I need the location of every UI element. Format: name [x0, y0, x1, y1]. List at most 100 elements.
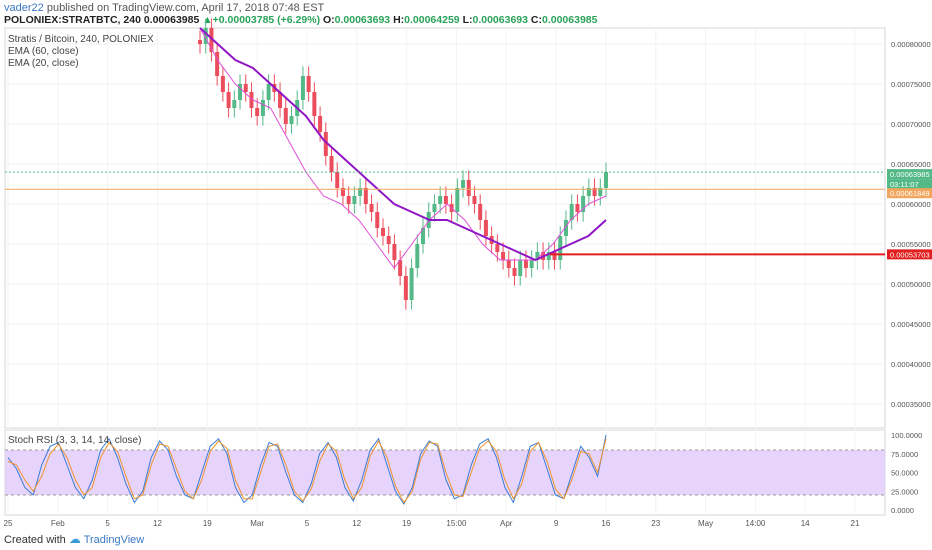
candle-body: [598, 188, 603, 196]
author-link[interactable]: vader22: [4, 2, 44, 14]
legend-title: Stratis / Bitcoin, 240, POLONIEX: [8, 34, 154, 45]
symbol-name[interactable]: POLONIEX:STRATBTC, 240: [4, 14, 141, 26]
candle-body: [421, 228, 426, 244]
price-label-bg: [887, 179, 932, 190]
ema20-line: [199, 27, 607, 269]
candle-body: [392, 244, 397, 260]
x-tick-label: 14: [801, 519, 810, 528]
tradingview-link[interactable]: TradingView: [83, 534, 145, 546]
stoch-band: [5, 450, 885, 495]
price-label: 0.00061849: [890, 189, 930, 198]
candle-body: [335, 172, 340, 188]
candle-body: [546, 252, 551, 260]
candle-body: [260, 100, 265, 116]
x-tick-label: 19: [402, 519, 411, 528]
candle-body: [375, 212, 380, 228]
x-tick-label: 5: [305, 519, 310, 528]
candle-body: [461, 180, 466, 188]
candle-body: [529, 260, 534, 268]
candle-body: [329, 156, 334, 172]
published-text: published on TradingView.com, April 17, …: [46, 2, 325, 14]
price-change: +0.00003785 (+6.29%): [212, 14, 321, 26]
candle-body: [523, 260, 528, 268]
ema60-line: [199, 27, 607, 262]
candle-body: [283, 108, 288, 124]
y-tick-label: 0.00070000: [891, 120, 931, 129]
candle-body: [432, 204, 437, 212]
candle-body: [581, 196, 586, 212]
x-tick-label: 15:00: [446, 519, 467, 528]
candle-body: [466, 180, 471, 196]
candle-body: [352, 196, 357, 204]
candle-body: [380, 228, 385, 236]
y-tick-label: 0.00040000: [891, 360, 931, 369]
candle-body: [278, 92, 283, 108]
candle-body: [226, 92, 231, 108]
candle-body: [586, 188, 591, 196]
x-tick-label: 19: [203, 519, 212, 528]
last-price: 0.00063985: [143, 14, 200, 26]
x-tick-label: 14:00: [745, 519, 766, 528]
main-pane-border: [4, 27, 886, 429]
candle-body: [518, 260, 523, 276]
x-tick-label: 12: [352, 519, 361, 528]
candle-body: [575, 204, 580, 212]
open-label: O:: [322, 14, 335, 26]
candle-body: [232, 100, 237, 108]
high-value: 0.00064259: [404, 14, 460, 26]
price-label-bg: [887, 188, 932, 199]
x-tick-label: Mar: [250, 519, 264, 528]
price-label-bg: [887, 249, 932, 260]
x-tick-label: 16: [601, 519, 610, 528]
candle-body: [409, 268, 414, 300]
symbol-bar: POLONIEX:STRATBTC, 240 0.00063985 ▲+0.00…: [4, 14, 597, 26]
candle-body: [438, 196, 443, 204]
x-tick-label: Feb: [51, 519, 65, 528]
candle-body: [506, 260, 511, 268]
x-tick-label: 9: [554, 519, 559, 528]
candle-body: [552, 252, 557, 260]
high-label: H:: [393, 14, 405, 26]
candle-body: [255, 108, 260, 116]
candle-body: [198, 40, 202, 44]
stoch-d-line: [7, 438, 607, 504]
candle-body: [512, 268, 517, 276]
candle-body: [318, 116, 323, 132]
candle-body: [495, 244, 500, 252]
candle-body: [483, 220, 488, 236]
candle-body: [569, 204, 574, 220]
close-label: C:: [530, 14, 542, 26]
stoch-tick-label: 0.0000: [891, 506, 914, 515]
candle-body: [592, 188, 597, 196]
price-label-bg: [887, 169, 932, 180]
candle-body: [266, 84, 271, 100]
candle-body: [209, 28, 214, 52]
x-tick-label: 23: [651, 519, 660, 528]
candle-body: [215, 52, 220, 76]
x-tick-label: 12: [153, 519, 162, 528]
legend-ema60: EMA (60, close): [8, 46, 79, 57]
x-tick-label: 25: [4, 519, 13, 528]
candle-body: [369, 204, 374, 212]
candle-body: [249, 92, 254, 108]
x-tick-label: 21: [851, 519, 860, 528]
candle-body: [306, 76, 311, 92]
price-label: 0.00053703: [890, 250, 930, 259]
y-tick-label: 0.00065000: [891, 160, 931, 169]
x-tick-label: May: [698, 519, 713, 528]
y-tick-label: 0.00035000: [891, 400, 931, 409]
open-value: 0.00063693: [334, 14, 391, 26]
candle-body: [289, 116, 294, 124]
candle-body: [443, 196, 448, 204]
y-tick-label: 0.00055000: [891, 240, 931, 249]
tradingview-logo-icon: ☁: [68, 532, 81, 546]
candle-body: [220, 76, 225, 92]
footer: Created with ☁ TradingView: [4, 532, 144, 546]
candle-body: [386, 236, 391, 244]
candle-body: [238, 84, 243, 100]
y-tick-label: 0.00045000: [891, 320, 931, 329]
candle-body: [472, 196, 477, 204]
candle-body: [340, 188, 345, 196]
candle-body: [604, 172, 608, 188]
